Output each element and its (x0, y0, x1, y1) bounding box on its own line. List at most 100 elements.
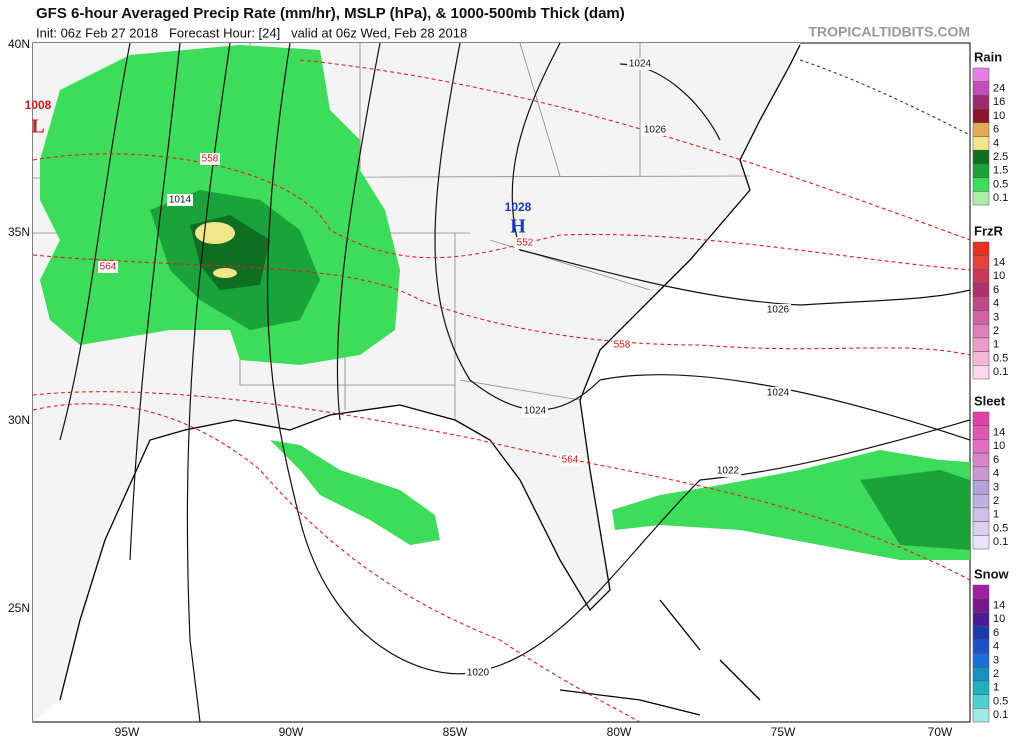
precip-area (195, 222, 235, 244)
isobar-label: 1024 (629, 59, 652, 70)
legend-swatch (972, 639, 990, 654)
legend-title: Snow (974, 566, 1010, 581)
legend-label: 6 (993, 284, 999, 296)
legend-label: 0.1 (993, 366, 1008, 378)
isobar-label: 1024 (767, 388, 790, 399)
legend-label: 1 (993, 682, 999, 694)
lat-label: 30N (8, 413, 30, 427)
legend-swatch (972, 411, 990, 426)
legend-swatch (972, 612, 990, 627)
legend-title: FrzR (974, 223, 1004, 238)
legend-swatch (972, 163, 990, 178)
legend-label: 6 (993, 454, 999, 466)
legend-label: 0.1 (993, 192, 1008, 204)
legend-swatch (972, 323, 990, 339)
legend-label: 0.5 (993, 352, 1008, 364)
legend-swatch (972, 241, 990, 256)
legend-label: 1 (993, 509, 999, 521)
legend-swatch (972, 67, 990, 82)
legend-swatch (972, 666, 990, 682)
legend-swatch (972, 425, 990, 440)
legend-swatch (972, 191, 990, 206)
pressure-value: 1008 (25, 98, 52, 112)
legend-title: Rain (974, 49, 1002, 64)
legend-swatch (972, 466, 990, 481)
legend-swatch (972, 269, 990, 284)
precip-area (860, 470, 970, 550)
legend-swatch (972, 310, 990, 325)
label-bg (612, 339, 632, 351)
legend-swatch (972, 535, 990, 550)
legend-swatch (972, 439, 990, 454)
lat-label: 35N (8, 225, 30, 239)
thickness-line (33, 403, 641, 722)
label-bg (715, 465, 741, 477)
legend: Rain241610642.51.50.50.1FrzR1410643210.5… (972, 49, 1010, 723)
isobar-label: 1014 (169, 195, 192, 206)
legend-label: 4 (993, 298, 999, 310)
lon-label: 85W (443, 725, 468, 739)
pressure-symbol: L (31, 116, 44, 138)
pressure-value: 1028 (505, 200, 532, 214)
title: GFS 6-hour Averaged Precip Rate (mm/hr),… (36, 5, 625, 22)
isobar (59, 43, 970, 722)
legend-label: 10 (993, 440, 1005, 452)
legend-swatch (972, 625, 990, 641)
thickness-label: 564 (100, 262, 117, 273)
watermark: TROPICALTIDBITS.COM (808, 24, 970, 40)
label-bg (642, 124, 668, 136)
legend-label: 1.5 (993, 165, 1008, 177)
legend-swatch (972, 122, 990, 137)
thickness-label: 558 (202, 154, 219, 165)
legend-label: 1 (993, 339, 999, 351)
legend-swatch (972, 507, 990, 522)
thickness-label: 564 (562, 455, 579, 466)
lat-label: 25N (8, 601, 30, 615)
legend-label: 6 (993, 124, 999, 136)
legend-swatch (972, 694, 990, 709)
map-labels: 40N 35N 30N 25N 95W 90W 85W 80W 75W 70W 1008 L 1028 H… (8, 37, 953, 739)
legend-swatch (972, 365, 990, 380)
legend-swatch (972, 136, 990, 151)
legend-label: 2 (993, 325, 999, 337)
legend-label: 14 (993, 256, 1005, 268)
legend-label: 0.5 (993, 695, 1008, 707)
legend-label: 24 (993, 82, 1005, 94)
legend-swatch (972, 81, 990, 96)
legend-label: 2 (993, 668, 999, 680)
legend-label: 4 (993, 468, 999, 480)
legend-label: 14 (993, 599, 1005, 611)
legend-swatch (972, 177, 990, 192)
pressure-symbol: H (510, 216, 526, 238)
label-bg (765, 387, 791, 399)
legend-swatch (972, 480, 990, 495)
legend-label: 10 (993, 613, 1005, 625)
lon-label: 70W (928, 725, 953, 739)
isobar-label: 1024 (524, 406, 547, 417)
legend-label: 2 (993, 495, 999, 507)
label-bg (522, 405, 548, 417)
legend-swatch (972, 680, 990, 695)
thickness-line (299, 59, 970, 241)
legend-swatch (972, 521, 990, 536)
legend-label: 4 (993, 641, 999, 653)
thickness-label: 552 (517, 238, 534, 249)
lon-label: 80W (607, 725, 632, 739)
legend-label: 4 (993, 137, 999, 149)
legend-label: 0.1 (993, 709, 1008, 721)
label-bg (515, 237, 535, 249)
legend-swatch (972, 653, 990, 668)
coastline (559, 599, 761, 716)
legend-swatch (972, 95, 990, 110)
precip-area (270, 440, 440, 545)
label-bg (200, 153, 220, 165)
legend-swatch (972, 351, 990, 366)
legend-label: 10 (993, 110, 1005, 122)
legend-label: 2.5 (993, 151, 1008, 163)
legend-label: 14 (993, 426, 1005, 438)
legend-swatch (972, 708, 990, 723)
legend-label: 3 (993, 654, 999, 666)
lon-label: 95W (115, 725, 140, 739)
coastline (59, 44, 801, 701)
